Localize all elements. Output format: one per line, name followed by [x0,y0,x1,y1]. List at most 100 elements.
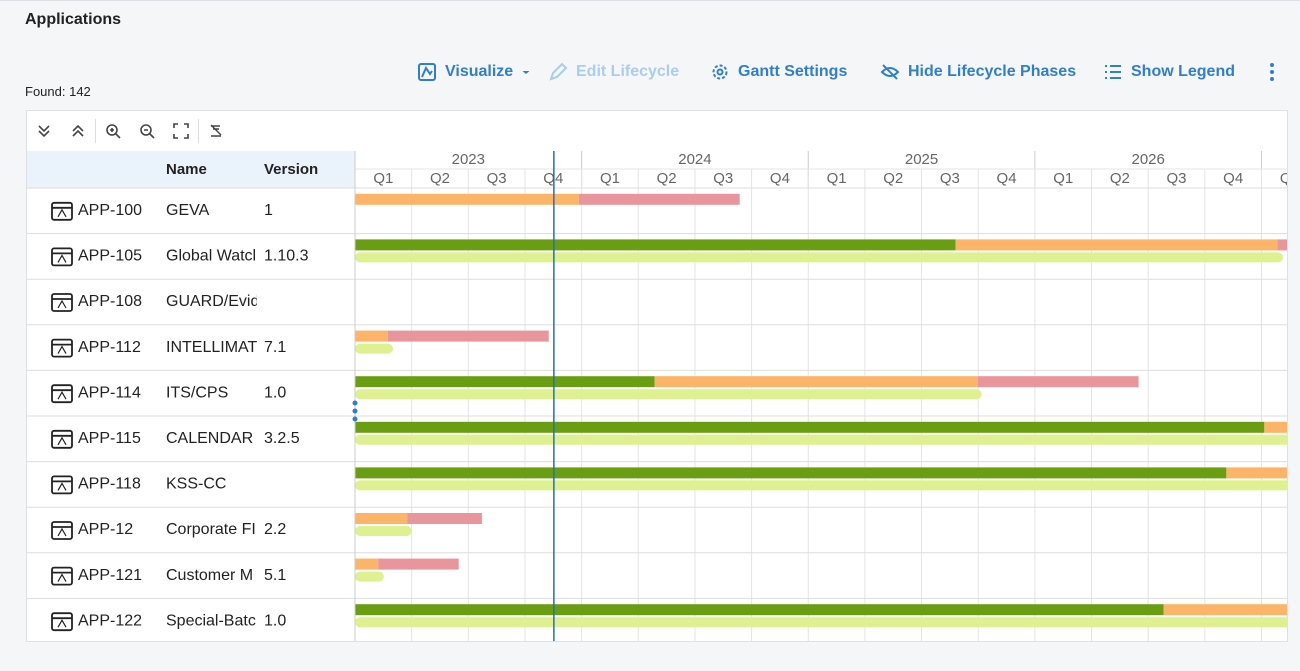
quarter-label: Q4 [770,170,790,187]
collapse-all[interactable] [69,122,87,140]
app-id: APP-100 [78,202,142,219]
app-name: GUARD/Evid [166,293,259,310]
quarter-label: Q1 [600,170,620,187]
app-id: APP-12 [78,521,133,538]
timeline-grid: 2023 Q1 Q2 Q3 Q4 2024 Q1 Q2 Q3 Q4 2025 Q1 Q2 Q3 Q4 2026… [355,151,1287,641]
phase-bar [654,376,978,388]
quarter-label: Q3 [1167,170,1187,187]
quarter-label: Q2 [1110,170,1130,187]
app-id: APP-105 [78,248,142,265]
app-name: GEVA [166,202,210,219]
gantt-tools [27,116,1282,146]
app-icon [51,293,73,312]
app-icon [51,247,73,267]
app-icon [57,390,67,400]
edit-icon [549,62,568,81]
app-icon [51,521,73,540]
app-icon [57,299,67,309]
splitter-handle [352,408,358,414]
phase-bar [355,239,956,251]
phase-bar [355,421,1265,433]
app-name: Global Watcl [166,248,256,265]
splitter-handle [352,416,358,422]
dropdown-caret [522,71,530,74]
quarter-label: Q1 [1053,170,1073,187]
quarter-label: Q2 [883,170,903,187]
app-icon [51,475,73,495]
app-version: 2.2 [264,521,286,538]
quarter-label: Q4 [997,170,1017,187]
app-name: KSS-CC [166,476,226,493]
app-icon [51,429,73,449]
table-header [27,151,355,188]
expand-all[interactable] [35,122,53,140]
phase-bar [578,193,740,205]
phase-bar [1163,604,1287,616]
app-name: INTELLIMAT [166,339,258,356]
visualize-button[interactable]: Visualize [417,60,531,84]
app-version: 1 [264,202,273,219]
column-header: Name [166,161,207,178]
app-icon [57,482,67,491]
app-icon [51,338,73,358]
quarter-label: Q4 [1223,170,1243,187]
app-version: 1.0 [264,612,286,629]
support-bar [355,389,982,400]
phase-bar [977,376,1139,388]
app-id: APP-112 [78,339,141,356]
quarter-label: Q1 [827,170,847,187]
phase-bar [355,467,1227,479]
gantt-chart: Name Version 2023Q1Q2Q3Q42024Q1Q2Q3Q4202… [27,151,1287,641]
more-menu[interactable] [1262,62,1282,82]
hide-icon[interactable] [207,122,225,140]
phase-bar [1226,467,1287,479]
app-icon [57,254,67,263]
rows: APP-100 GEVA 1 APP-105 Global Watcl 1.10.3 APP… [27,187,1287,632]
show-legend-button[interactable]: Show Legend [1103,60,1235,84]
phase-bar [355,558,379,570]
edit-lifecycle-label: Edit Lifecycle [576,63,680,80]
phase-bar [955,239,1278,251]
app-icon [57,573,67,582]
app-name: Corporate FI [166,521,256,538]
support-bar [355,252,1284,263]
app-version: 7.1 [264,339,286,356]
quarter-label: Q3 [713,170,733,187]
fit-screen[interactable] [172,122,190,140]
edit-lifecycle-button[interactable]: Edit Lifecycle [548,60,679,84]
visualize-icon [418,63,436,81]
found-count: Found: 142 [25,84,91,99]
bars [355,151,1287,641]
hide-phases-button[interactable]: Hide Lifecycle Phases [880,60,1076,84]
page-title: Applications [25,11,122,28]
app-icon [57,436,67,446]
app-name: Customer M [166,567,253,584]
phase-bar [1264,421,1287,433]
app-id: APP-121 [78,567,142,584]
app-version: 1.0 [264,384,286,401]
support-bar [355,526,412,536]
gantt-panel: Name Version 2023Q1Q2Q3Q42024Q1Q2Q3Q4202… [26,110,1288,642]
visualize-label: Visualize [445,63,514,80]
support-bar [355,480,1287,491]
top-border [0,0,1300,1]
app-id: APP-108 [78,293,142,310]
gantt-settings-label: Gantt Settings [738,63,848,80]
year-label: 2023 [452,151,485,168]
gantt-settings-button[interactable]: Gantt Settings [710,60,847,84]
zoom-in[interactable] [104,122,122,140]
app-icon [57,527,67,537]
column-header: Version [264,161,318,178]
separator [198,119,199,143]
zoom-out[interactable] [138,122,156,140]
app-icon [51,612,73,632]
app-icon [57,345,67,354]
splitter-handle [352,400,358,406]
phase-bar [1277,239,1287,251]
app-version: 1.10.3 [264,248,309,265]
show-legend-label: Show Legend [1131,63,1235,80]
phase-bar [387,330,549,342]
quarter-label: Q1 [1280,170,1287,187]
support-bar [355,343,393,354]
app-name: Special-Batc [166,612,256,629]
